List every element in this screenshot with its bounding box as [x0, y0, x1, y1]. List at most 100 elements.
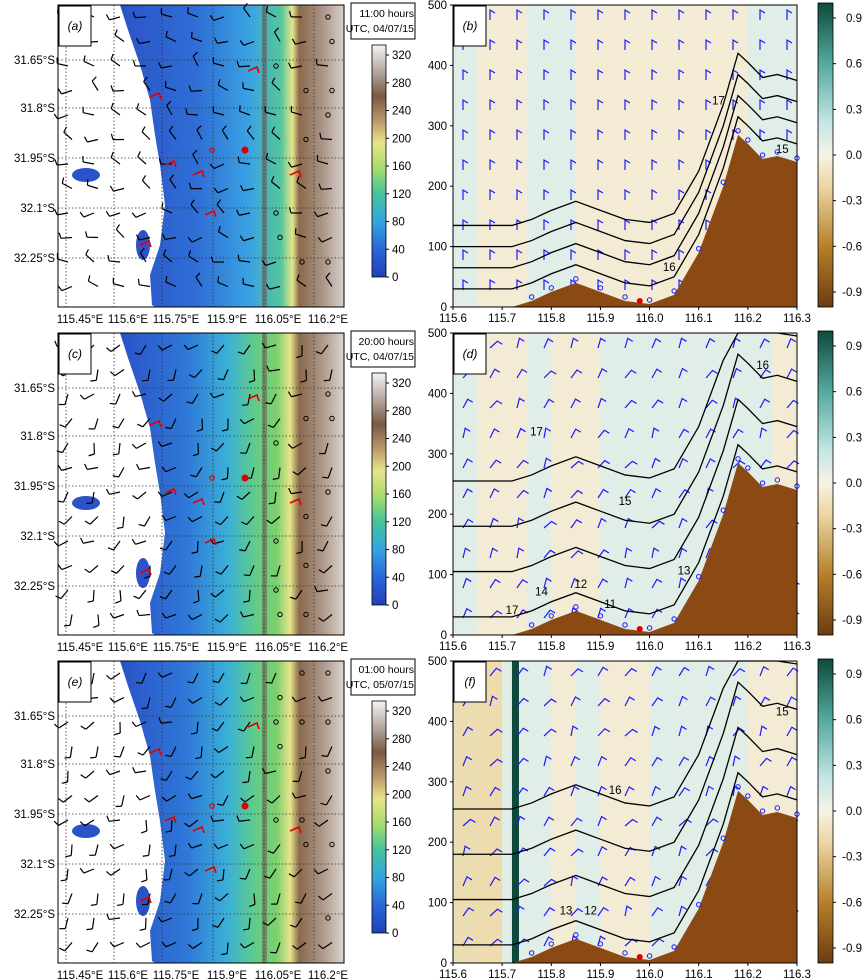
barb-flag: [135, 942, 141, 948]
section-wind-barb: [624, 128, 631, 140]
barb-flag: [184, 822, 190, 828]
station-marker: [209, 147, 215, 153]
y-tick-label: 500: [428, 328, 447, 340]
section-wind-barb: [570, 38, 577, 50]
section-wind-barb: [651, 696, 664, 707]
barb-shaft: [61, 466, 73, 471]
section-wind-barb: [597, 188, 604, 200]
barb-flag: [246, 125, 252, 132]
barb-shaft: [141, 180, 151, 189]
wind-barb: [288, 487, 303, 495]
section-wind-barb: [516, 757, 529, 767]
section-wind-barb: [570, 817, 583, 827]
barb-shaft: [163, 254, 173, 263]
wind-barb: [168, 125, 177, 140]
barb-flag: [211, 350, 218, 354]
barb-flag: [221, 428, 229, 432]
wind-barb: [270, 565, 281, 577]
barb-flag: [265, 402, 272, 405]
lon-tick-label: 115.75°E: [153, 314, 200, 326]
barb-shaft: [112, 89, 125, 92]
section-wind-barb: [597, 488, 609, 499]
barb-flag: [109, 941, 115, 948]
section-wind-barb: [543, 936, 554, 947]
section-wind-barb: [543, 370, 557, 379]
wind-barb: [90, 746, 99, 759]
colorbar-tick-label: 240: [392, 762, 411, 774]
calm-circle: [325, 670, 331, 676]
calm-circle: [329, 38, 335, 45]
wind-barb: [214, 697, 229, 706]
barb-shaft: [243, 344, 251, 355]
barb-shaft: [216, 344, 225, 354]
barb-flag: [212, 924, 219, 928]
barb-shaft: [170, 819, 173, 832]
wind-barb: [239, 611, 255, 618]
barb-shaft: [323, 565, 333, 574]
wind-barb: [115, 589, 122, 604]
wind-barb: [106, 913, 121, 921]
barb-shaft: [196, 721, 199, 734]
barb-shaft: [266, 11, 277, 18]
surface-marker: [548, 285, 554, 291]
section-wind-barb: [786, 68, 793, 80]
barb-flag: [243, 574, 250, 577]
barb-flag: [210, 773, 216, 779]
land-elevation: [120, 5, 344, 307]
barb-shaft: [265, 261, 277, 266]
section-wind-barb: [651, 608, 663, 619]
section-wind-barb: [570, 337, 579, 349]
wind-barb: [79, 211, 95, 218]
colorbar-tick-label: 160: [392, 817, 411, 829]
x-tick-label: 115.6: [439, 969, 467, 980]
wind-barb: [218, 225, 229, 239]
barb-flag: [137, 423, 144, 428]
section-wind-barb: [705, 337, 716, 349]
barb-shaft: [96, 893, 99, 905]
anomaly-band: [526, 661, 552, 963]
section-wind-barb: [516, 815, 526, 827]
section-wind-barb: [543, 158, 550, 170]
barb-shaft: [142, 746, 151, 756]
contour-label: 15: [619, 496, 632, 508]
barb-flag: [165, 276, 168, 283]
barb-flag: [192, 453, 199, 457]
barb-shaft: [145, 819, 148, 832]
section-wind-barb: [678, 577, 687, 589]
barb-flag: [267, 850, 274, 854]
wind-barb: [82, 155, 95, 165]
barb-flag: [79, 867, 85, 874]
section-wind-barb: [516, 8, 523, 20]
barb-flag: [296, 551, 303, 555]
wind-barb: [158, 393, 173, 402]
barb-shaft: [271, 672, 277, 684]
barb-shaft: [187, 344, 199, 351]
wind-barb: [243, 565, 255, 577]
colorbar-tick-label: 120: [392, 517, 411, 529]
barb-flag: [54, 159, 58, 166]
red-wind-barb: [247, 65, 260, 74]
barb-flag: [85, 249, 89, 255]
escarpment: [262, 333, 267, 635]
barb-flag: [315, 58, 318, 65]
wind-barb: [273, 719, 279, 725]
barb-shaft: [83, 540, 95, 544]
wind-barb: [143, 76, 151, 91]
section-wind-barb: [759, 696, 771, 707]
wind-barb: [262, 917, 277, 926]
wind-barb: [317, 695, 333, 702]
red-wind-barb: [149, 747, 162, 756]
wind-barb: [165, 746, 177, 758]
section-wind-barb: [651, 578, 663, 589]
barb-flag: [267, 424, 274, 428]
panel-label: (a): [68, 19, 83, 33]
wind-barb: [105, 14, 121, 21]
barb-flag: [165, 830, 172, 833]
section-wind-barb: [462, 218, 469, 230]
section-wind-barb: [624, 786, 635, 797]
section-wind-barb: [516, 98, 523, 110]
barb-shaft: [291, 163, 303, 168]
barb-flag: [157, 441, 163, 447]
wind-barb: [188, 182, 203, 190]
wind-barb: [80, 770, 95, 779]
